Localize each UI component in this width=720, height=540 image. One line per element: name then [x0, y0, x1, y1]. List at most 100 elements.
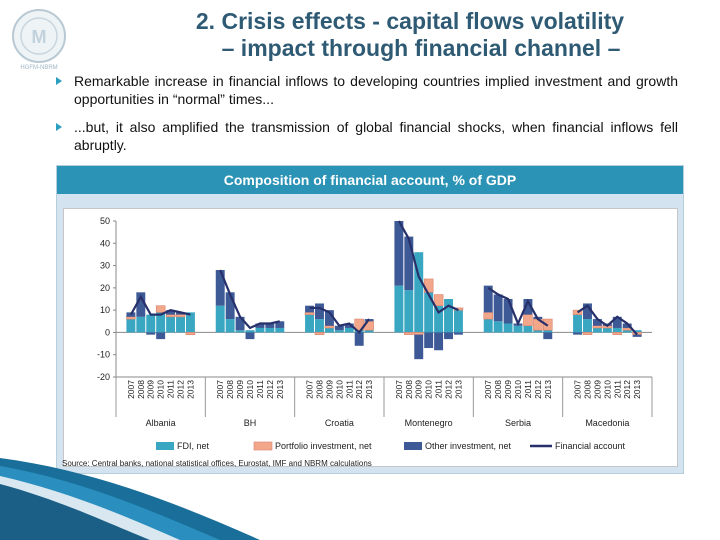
x-tick-label: 2013 [185, 380, 195, 399]
chart-area: 50 40 30 20 10 0 -10 -20 Albania 2007 2008 2009 2010… [63, 208, 678, 467]
x-tick-label: 2009 [414, 380, 424, 399]
x-tick-label: 2012 [533, 380, 543, 399]
x-tick-label: 2008 [314, 380, 324, 399]
x-tick-label: 2011 [255, 380, 265, 399]
fdi-bar [414, 252, 424, 333]
other-investment-bar [573, 332, 583, 335]
other-investment-bar [156, 332, 166, 340]
group-label: Macedonia [585, 418, 629, 428]
x-tick-label: 2013 [453, 380, 463, 399]
other-investment-bar [493, 294, 503, 322]
portfolio-bar [126, 316, 136, 320]
bullet-item: Remarkable increase in financial inflows… [56, 72, 678, 108]
fdi-bar [602, 327, 612, 333]
fdi-bar [245, 330, 255, 333]
fdi-bar [225, 319, 235, 333]
y-tick-label: 0 [105, 327, 110, 337]
other-investment-bar [404, 236, 414, 291]
x-tick-label: 2007 [305, 380, 315, 399]
x-tick-label: 2011 [344, 380, 354, 399]
x-tick-label: 2009 [592, 380, 602, 399]
logo: M HGFM-NBRM [6, 6, 72, 72]
other-investment-bar [444, 332, 453, 340]
legend-label: FDI, net [177, 441, 210, 451]
bullet-arrow-icon [56, 77, 62, 85]
legend-label: Financial account [555, 441, 626, 451]
x-tick-label: 2010 [602, 380, 612, 399]
portfolio-bar [165, 314, 176, 318]
x-tick-label: 2012 [176, 380, 186, 399]
source-note: Source: Central banks, national statisti… [62, 459, 372, 468]
title-line-1: 2. Crisis effects - capital flows volati… [195, 8, 625, 34]
x-tick-label: 2011 [612, 380, 622, 399]
title-line-2: – impact through financial channel – [221, 35, 621, 61]
group-label: BH [244, 418, 257, 428]
group-label: Serbia [505, 418, 531, 428]
x-tick-label: 2010 [334, 380, 344, 399]
other-investment-bar [523, 299, 533, 315]
logo-seal-icon: M HGFM-NBRM [12, 9, 66, 71]
portfolio-bar [523, 314, 533, 327]
fdi-bar [523, 325, 533, 333]
other-investment-bar [215, 270, 225, 306]
bullet-item: ...but, it also amplified the transmissi… [56, 118, 678, 154]
slide-title: 2. Crisis effects - capital flows volati… [110, 8, 710, 62]
x-tick-label: 2012 [444, 380, 454, 399]
group-label: Croatia [325, 418, 354, 428]
other-investment-bar [126, 312, 136, 317]
portfolio-bar [413, 332, 424, 335]
fdi-bar [513, 325, 523, 333]
fdi-bar [612, 327, 622, 333]
y-tick-label: 30 [100, 261, 110, 271]
group-label: Montenegro [405, 418, 453, 428]
svg-text:M: M [32, 27, 47, 47]
x-tick-label: 2008 [404, 380, 414, 399]
x-tick-label: 2011 [434, 380, 444, 399]
fdi-bar [394, 285, 404, 333]
fdi-bar [592, 327, 602, 333]
fdi-bar [632, 330, 642, 333]
other-investment-bar [583, 303, 592, 320]
fdi-bar [315, 319, 324, 333]
other-investment-bar [235, 316, 245, 331]
fdi-bar [573, 314, 583, 333]
portfolio-bar [175, 314, 186, 318]
x-tick-label: 2008 [582, 380, 592, 399]
financial-account-line [397, 220, 459, 314]
other-investment-bar [503, 299, 513, 324]
x-tick-label: 2012 [265, 380, 275, 399]
financial-account-line [309, 306, 370, 335]
x-tick-label: 2007 [126, 380, 136, 399]
y-tick-label: 10 [100, 305, 110, 315]
other-investment-bar [632, 334, 642, 337]
legend-swatch [156, 442, 174, 450]
y-tick-label: 40 [100, 238, 110, 248]
fdi-bar [434, 305, 444, 333]
x-tick-label: 2010 [245, 380, 255, 399]
fdi-bar [156, 312, 166, 333]
other-investment-bar [434, 332, 444, 351]
other-investment-bar [344, 323, 354, 328]
fdi-bar [622, 330, 632, 333]
other-investment-bar [265, 323, 275, 328]
y-tick-label: 50 [100, 216, 110, 226]
fdi-bar [404, 290, 414, 333]
other-investment-bar [275, 321, 285, 328]
x-tick-label: 2013 [543, 380, 553, 399]
fdi-bar [453, 310, 463, 333]
portfolio-bar [582, 332, 593, 335]
fdi-bar [324, 327, 334, 333]
portfolio-bar [155, 305, 166, 313]
x-tick-label: 2010 [424, 380, 434, 399]
other-investment-bar [146, 332, 156, 335]
other-investment-bar [453, 332, 463, 335]
fdi-bar [444, 299, 453, 333]
portfolio-bar [483, 312, 493, 320]
portfolio-bar [404, 332, 414, 335]
bullet-arrow-icon [56, 123, 62, 131]
fdi-bar [215, 305, 225, 333]
portfolio-bar [612, 332, 623, 335]
financial-account-line [129, 294, 191, 316]
portfolio-bar [304, 312, 315, 315]
